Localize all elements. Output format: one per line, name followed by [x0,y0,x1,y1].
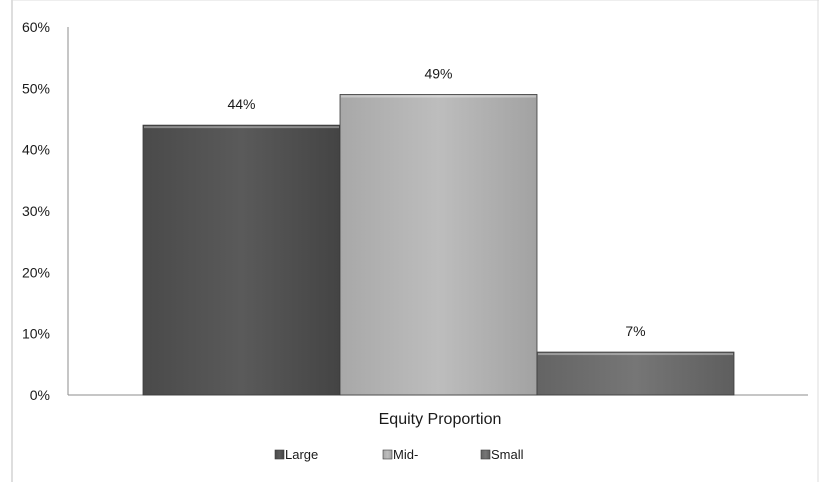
legend-label: Small [491,447,524,462]
data-labels: 44% 49% 7% [227,65,645,339]
y-tick-label: 10% [22,326,50,342]
bar-series [142,94,735,396]
legend-swatch [382,449,393,460]
legend-item: Small [480,447,524,462]
bar-highlight [341,95,536,98]
y-tick-labels: 0% 10% 20% 30% 40% 50% 60% [22,19,50,403]
legend: Large Mid- Small [274,447,524,462]
legend-swatch [274,449,285,460]
data-label: 49% [424,65,452,81]
data-label: 44% [227,96,255,112]
bar-large [142,124,341,396]
data-label: 7% [625,323,645,339]
y-tick-label: 50% [22,80,50,96]
y-tick-label: 0% [30,387,50,403]
y-tick-label: 20% [22,264,50,280]
legend-label: Large [285,447,318,462]
bar-highlight [538,353,733,356]
bar-mid [339,94,538,396]
bar-highlight [144,126,339,129]
legend-item: Mid- [382,447,418,462]
y-tick-label: 60% [22,19,50,35]
y-tick-label: 30% [22,203,50,219]
legend-label: Mid- [393,447,418,462]
legend-item: Large [274,447,318,462]
y-tick-label: 40% [22,142,50,158]
category-label: Equity Proportion [379,411,502,428]
legend-swatch [480,449,491,460]
bar-small [536,351,735,396]
category-labels: Equity Proportion [379,411,502,428]
